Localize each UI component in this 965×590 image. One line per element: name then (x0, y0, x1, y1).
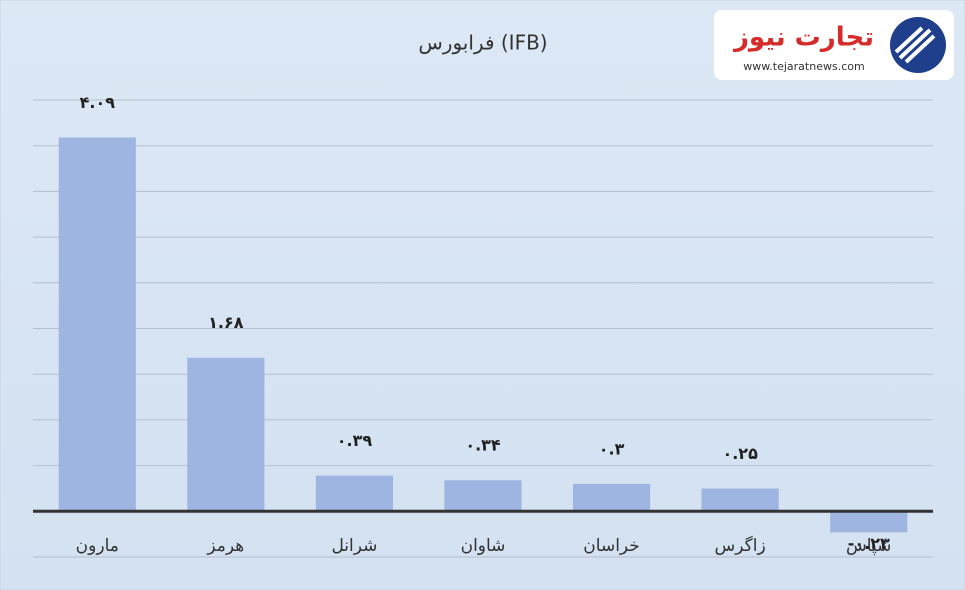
x-tick-label: مارون (76, 536, 119, 556)
x-tick-label: شرانل (331, 536, 377, 556)
x-tick-label: شپاس (846, 536, 891, 556)
bar (701, 488, 779, 512)
logo: تجارت نیوز www.tejaratnews.com (714, 10, 954, 80)
bar (830, 511, 908, 533)
bar (187, 357, 265, 512)
bar (573, 483, 651, 512)
value-label: ۰.۳۹ (337, 431, 373, 450)
logo-name: تجارت نیوز (732, 23, 874, 53)
x-tick-label: خراسان (583, 536, 640, 556)
bar (315, 475, 393, 512)
chart-title: فرابورس (IFB) (418, 31, 547, 55)
bar (444, 480, 522, 512)
value-label: ۴.۰۹ (80, 93, 116, 112)
logo-stripes (894, 26, 936, 64)
value-label: -۰.۲۳ (848, 534, 890, 553)
logo-url: www.tejaratnews.com (743, 60, 864, 73)
value-label: ۰.۳۴ (465, 436, 501, 455)
logo-box (714, 10, 954, 80)
x-tick-label: هرمز (206, 536, 244, 556)
x-tick-label: شاوان (461, 536, 506, 556)
logo-icon (890, 17, 946, 73)
value-label: ۰.۳ (599, 439, 625, 458)
value-label: ۰.۲۵ (722, 444, 758, 463)
x-tick-label: زاگرس (715, 535, 766, 556)
bar (58, 137, 136, 512)
value-label: ۱.۶۸ (208, 313, 244, 332)
